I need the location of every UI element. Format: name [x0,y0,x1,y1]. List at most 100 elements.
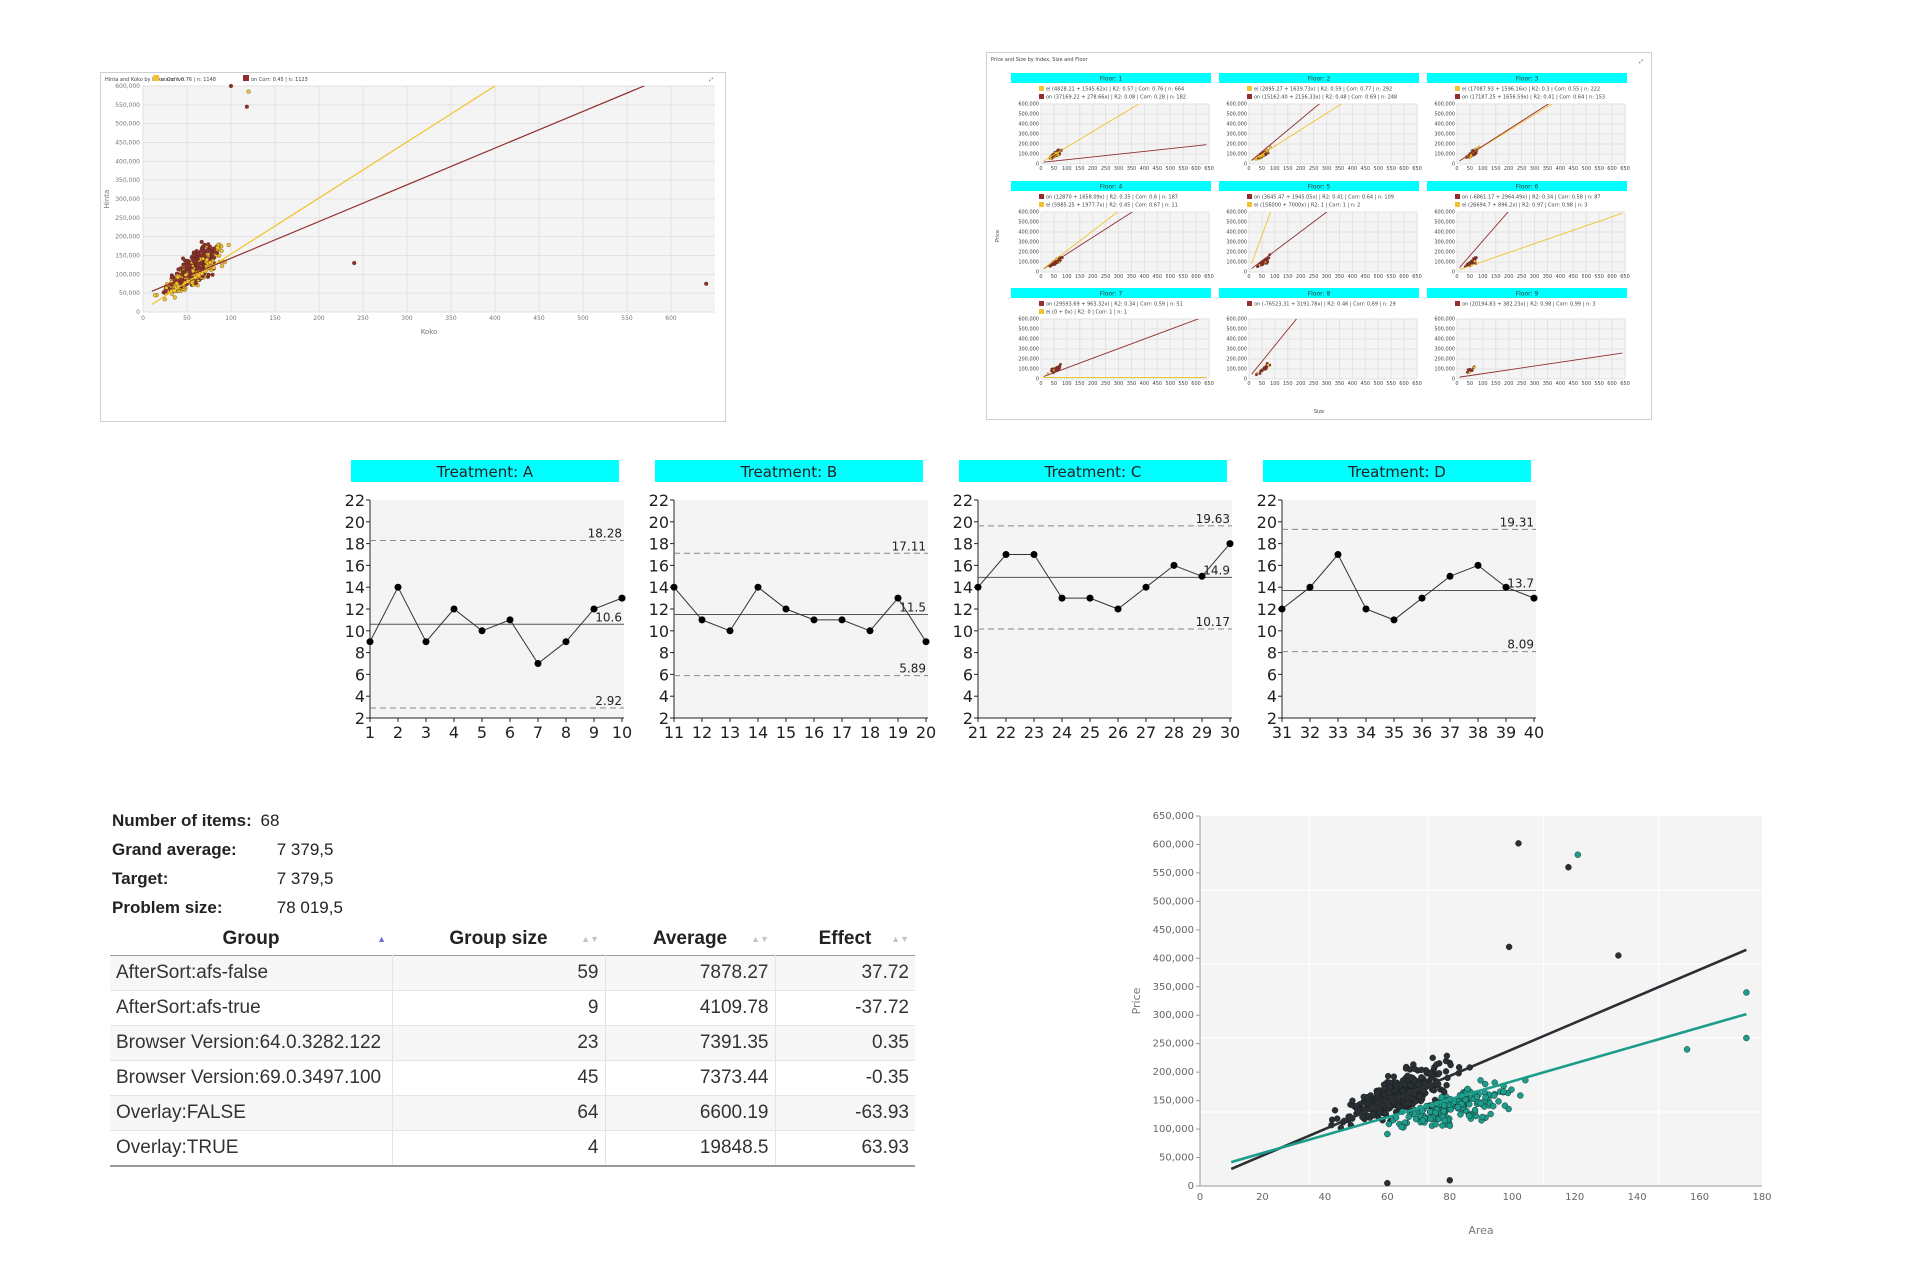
table-row[interactable]: AfterSort:afs-false 59 7878.27 37.72 [110,955,915,991]
x-tick-label: 40 [1319,1192,1332,1203]
data-point [838,616,846,624]
sort-icon[interactable]: ▲▼ [751,934,769,944]
x-tick-label: 39 [1496,723,1516,742]
data-point [1432,1120,1439,1128]
x-tick-label: 23 [1024,723,1044,742]
data-point [1198,572,1206,580]
x-tick-label: 300 [1530,381,1540,387]
data-point [219,248,224,253]
y-tick-label: 18 [953,535,973,554]
data-point [169,275,175,280]
facet-header [1219,73,1419,83]
table-row[interactable]: Browser Version:69.0.3497.100 45 7373.44… [110,1060,915,1096]
column-header-group-size[interactable]: Group size ▲▼ [392,923,605,956]
x-tick-label: 500 [1373,274,1383,280]
x-tick-label: 250 [1309,381,1319,387]
x-tick-label: 80 [1443,1192,1456,1203]
control-chart-panel: Treatment: B 2 4 6 8 10 12 14 16 18 20 22 11 12 13 14 15… [649,460,936,742]
column-header-label: Group size [449,928,548,949]
sort-icon[interactable]: ▲▼ [581,934,599,944]
legend-label: ei (5985.25 + 1977.7x) | R2: 0.45 | Corr… [1046,203,1178,209]
table-row[interactable]: AfterSort:afs-true 9 4109.78 -37.72 [110,990,915,1026]
legend-swatch [1455,194,1460,199]
y-tick-label: 10 [953,622,973,641]
legend-swatch [1039,301,1044,306]
y-tick-label: 8 [963,644,973,663]
x-tick-label: 450 [1361,381,1371,387]
y-tick-label: 18 [1257,535,1277,554]
data-point [187,269,192,275]
x-tick-label: 50 [1259,274,1265,280]
y-tick-label: 150,000 [1153,1096,1194,1107]
y-tick-label: 500,000 [1434,220,1455,226]
data-point [209,251,215,256]
x-tick-label: 2 [393,723,403,742]
x-tick-label: 500 [1373,381,1383,387]
y-tick-label: 200,000 [1434,250,1455,256]
area-price-chart-frame: 0 20 40 60 80 100 120 140 160 180 0 50,000 100,000 15… [1120,800,1780,1250]
data-point [1429,1054,1436,1062]
regression-line [1043,104,1140,162]
data-point [450,605,458,613]
column-header-effect[interactable]: Effect ▲▼ [775,923,915,956]
data-point [1446,1122,1454,1129]
y-tick-label: 400,000 [1153,953,1194,964]
y-tick-label: 14 [649,578,669,597]
data-point [1256,265,1260,268]
data-point [1441,1117,1448,1124]
x-tick-label: 550 [1594,166,1604,172]
data-point [162,297,167,302]
x-tick-label: 350 [1335,274,1345,280]
table-row[interactable]: Overlay:FALSE 64 6600.19 -63.93 [110,1095,915,1131]
x-tick-label: 650 [1412,166,1422,172]
data-point [172,295,177,300]
ucl-label: 19.63 [1196,512,1230,526]
table-cell-effect: 63.93 [775,1130,915,1167]
x-tick-label: 100 [1478,274,1488,280]
x-tick-label: 0 [1247,381,1250,387]
table-row[interactable]: Overlay:TRUE 4 19848.5 63.93 [110,1130,915,1167]
column-header-group[interactable]: Group ▲ [110,923,392,956]
x-tick-label: 20 [1256,1192,1269,1203]
y-tick-label: 4 [1267,687,1277,706]
y-tick-label: 12 [953,600,973,619]
data-point [754,583,762,591]
x-tick-label: 550 [1178,274,1188,280]
x-tick-label: 14 [748,723,768,742]
data-point [1443,1082,1450,1089]
legend-swatch [1247,86,1252,91]
data-point [1482,1080,1489,1088]
y-tick-label: 200,000 [1434,142,1455,148]
facet-header [1011,181,1211,191]
data-point [207,260,213,265]
x-tick-label: 28 [1164,723,1184,742]
data-point [1440,1107,1447,1115]
facet-panel: Floor: 1 ei (4828.21 + 1545.62x) | R2: 0.… [1011,73,1214,172]
sort-icon[interactable]: ▲▼ [891,934,909,944]
table-cell-average: 19848.5 [605,1130,776,1167]
x-tick-label: 650 [1620,381,1630,387]
data-point [1261,260,1265,264]
data-point [1474,561,1482,569]
column-header-average[interactable]: Average ▲▼ [605,923,775,956]
data-point [1058,366,1062,369]
data-point [1170,561,1178,569]
x-tick-label: 16 [804,723,824,742]
x-tick-label: 200 [1088,166,1098,172]
y-tick-label: 100,000 [1226,367,1247,373]
table-cell-group: Browser Version:64.0.3282.122 [110,1025,393,1061]
table-row[interactable]: Browser Version:64.0.3282.122 23 7391.35… [110,1025,915,1061]
data-point [974,583,982,591]
x-tick-label: 8 [561,723,571,742]
data-point [193,281,198,286]
sort-ascending-icon[interactable]: ▲ [377,934,386,944]
y-tick-label: 100,000 [1226,260,1247,266]
y-tick-label: 12 [345,600,365,619]
x-tick-label: 200 [1088,381,1098,387]
group-effects-table: Group ▲ Group size ▲▼ Average ▲▼ Effect … [110,923,915,1167]
y-tick-label: 300,000 [1226,240,1247,246]
plot-area [674,500,928,718]
data-point [1446,1177,1453,1184]
y-tick-label: 300,000 [1434,240,1455,246]
summary-problem-label: Problem size: [112,898,223,917]
